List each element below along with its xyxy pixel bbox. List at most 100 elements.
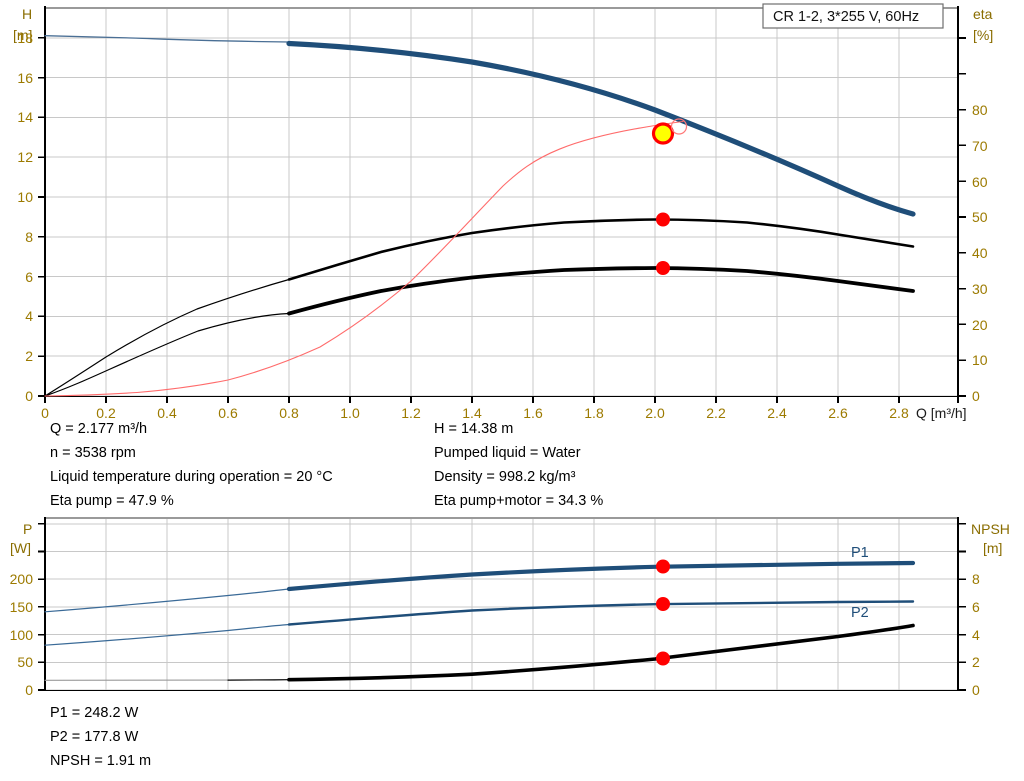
h-tick-6: 6 [25,269,33,285]
p-tick-0: 0 [25,682,33,698]
top-left-axis-title: H [m] [13,6,32,43]
h-axis-unit: [m] [13,27,32,43]
duty-marker-npsh [656,651,670,666]
legend-p2-label: P2 [851,605,869,621]
p-tick-50: 50 [17,654,33,670]
q-tick-0-2: 0.2 [96,405,116,421]
info-block-right: H = 14.38 m Pumped liquid = Water Densit… [434,421,603,509]
q-tick-1-8: 1.8 [584,405,604,421]
p1-curve [44,560,916,613]
bottom-chart-gridlines [45,517,958,691]
npsh-axis-name: NPSH [971,521,1010,537]
h-tick-18: 18 [17,30,33,46]
bottom-right-axis-title: NPSH [m] [971,521,1010,556]
legend-p1-label: P1 [851,545,869,561]
info-right-1: Pumped liquid = Water [434,445,581,461]
eta-tick-80: 80 [972,102,988,118]
title-box: CR 1-2, 3*255 V, 60Hz [762,3,944,29]
duty-point-marker[interactable] [651,122,675,145]
q-tick-1-6: 1.6 [523,405,543,421]
eta-tick-50: 50 [972,209,988,225]
h-tick-0: 0 [25,388,33,404]
npsh-projection-curve [44,120,684,397]
eta-tick-0: 0 [972,388,980,404]
q-tick-0-8: 0.8 [279,405,299,421]
p-tick-150: 150 [10,599,34,615]
info-left-1: n = 3538 rpm [50,445,136,461]
q-tick-2-4: 2.4 [767,405,787,421]
duty-point-secondary-marker [670,118,688,135]
npsh-tick-4: 4 [972,627,980,643]
eta-tick-30: 30 [972,281,988,297]
eta-tick-60: 60 [972,174,988,190]
bottom-left-tick-labels: 0 50 100 150 200 [10,571,34,698]
q-tick-2-6: 2.6 [828,405,848,421]
efficiency-pump-curve [44,218,915,397]
top-left-tick-labels: 0 2 4 6 8 10 12 14 16 18 [17,30,33,404]
h-axis-name: H [22,6,32,22]
h-tick-10: 10 [17,189,33,205]
info-block-bottom: P1 = 248.2 W P2 = 177.8 W NPSH = 1.91 m [50,705,151,769]
p2-curve [44,600,915,646]
efficiency-pump-motor-curve [44,266,915,397]
duty-marker-eta-pump [656,212,670,227]
eta-tick-10: 10 [972,352,988,368]
q-tick-1-2: 1.2 [401,405,421,421]
bottom-left-axis-title: P [W] [10,521,32,556]
eta-tick-20: 20 [972,317,988,333]
h-tick-8: 8 [25,229,33,245]
h-tick-14: 14 [17,109,33,125]
info-right-3: Eta pump+motor = 34.3 % [434,493,603,509]
bottom-chart-legend: P1 P2 [851,545,869,621]
info-right-2: Density = 998.2 kg/m³ [434,469,576,485]
npsh-curve [44,623,915,682]
title-text: CR 1-2, 3*255 V, 60Hz [773,9,919,25]
eta-axis-name: eta [973,6,993,22]
q-tick-0-0: 0 [41,405,49,421]
q-tick-1-4: 1.4 [462,405,482,421]
info-right-0: H = 14.38 m [434,421,513,437]
eta-axis-unit: [%] [973,27,993,43]
h-tick-12: 12 [17,149,33,165]
eta-tick-40: 40 [972,245,988,261]
top-right-axis-title: eta [%] [973,6,993,43]
duty-marker-eta-pump-motor [656,261,670,275]
q-tick-0-4: 0.4 [157,405,177,421]
npsh-tick-6: 6 [972,599,980,615]
bottom-right-tick-labels: 0 2 4 6 8 [972,571,980,698]
top-x-tick-labels: 0 0.2 0.4 0.6 0.8 1.0 1.2 1.4 1.6 1.8 2.… [41,405,966,421]
npsh-tick-0: 0 [972,682,980,698]
p-tick-200: 200 [10,571,34,587]
info-bottom-0: P1 = 248.2 W [50,705,139,721]
top-right-tick-labels: 0 10 20 30 40 50 60 70 80 [972,102,988,404]
eta-tick-70: 70 [972,138,988,154]
p-tick-100: 100 [10,627,34,643]
h-tick-16: 16 [17,70,33,86]
info-left-3: Eta pump = 47.9 % [50,493,174,509]
p-axis-unit: [W] [10,540,31,556]
q-tick-0-6: 0.6 [218,405,238,421]
npsh-tick-2: 2 [972,654,980,670]
npsh-axis-unit: [m] [983,540,1002,556]
duty-marker-p1 [656,559,670,574]
bottom-chart-axes [38,517,966,692]
npsh-tick-8: 8 [972,571,980,587]
p-axis-name: P [23,521,32,537]
q-tick-2-8: 2.8 [889,405,909,421]
info-bottom-2: NPSH = 1.91 m [50,753,151,769]
duty-marker-p2 [656,597,670,611]
q-axis-name: Q [m³/h] [916,405,967,421]
info-block-left: Q = 2.177 m³/h n = 3538 rpm Liquid tempe… [50,421,333,509]
q-tick-2-2: 2.2 [706,405,726,421]
h-tick-4: 4 [25,308,33,324]
head-curve [44,35,916,217]
h-tick-2: 2 [25,348,33,364]
info-left-0: Q = 2.177 m³/h [50,421,147,437]
info-bottom-1: P2 = 177.8 W [50,729,139,745]
top-chart-axes [38,6,966,403]
info-left-2: Liquid temperature during operation = 20… [50,469,333,485]
q-tick-1-0: 1.0 [340,405,360,421]
q-tick-2-0: 2.0 [645,405,665,421]
